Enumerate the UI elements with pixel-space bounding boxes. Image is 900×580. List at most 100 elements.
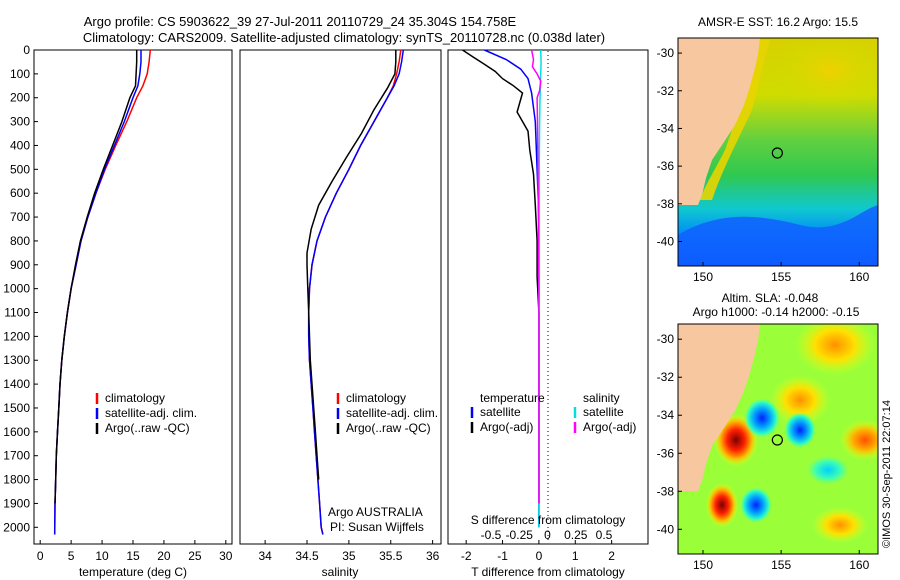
top-tick-label-1: -0.25 (506, 528, 534, 542)
salinity-panel: 34 34.5 35 35.5 36 salinity climatologysatel… (239, 49, 442, 579)
map-x-tick-label-1: 155 (771, 270, 791, 284)
sla-land (678, 324, 760, 491)
map-y-tick-label-5: -40 (657, 522, 675, 536)
map-y-tick-label-0: -30 (657, 332, 675, 346)
temperature-xticks: 0 5 10 15 20 25 30 (37, 540, 233, 563)
sla-map-frame (677, 323, 879, 555)
x-tick-label-5: 25 (188, 549, 202, 563)
map-y-tick-label-4: -38 (657, 197, 675, 211)
y-tick-label-15: 1500 (3, 401, 30, 415)
x-tick-label-1: 34.5 (295, 549, 319, 563)
map-y-tick-label-2: -34 (657, 408, 675, 422)
x-tick-label-2: 10 (95, 549, 109, 563)
salinity-difference-label: S difference from climatology (471, 513, 626, 527)
sla-map-title-line-2: Argo h1000: -0.14 h2000: -0.15 (693, 305, 860, 319)
title-line-2: Climatology: CARS2009. Satellite-adjuste… (83, 30, 605, 45)
y-tick-label-14: 1400 (3, 377, 30, 391)
top-tick-label-4: 0.5 (596, 528, 613, 542)
y-tick-label-10: 1000 (3, 282, 30, 296)
x-tick-label-3: 1 (572, 549, 579, 563)
series-line-2 (54, 50, 138, 504)
salinity-difference-ticks: -0.5 -0.25 0 0.25 0.5 (481, 528, 613, 542)
x-tick-label-3: 35.5 (379, 549, 403, 563)
series-line-1 (462, 49, 540, 504)
map-y-tick-label-5: -40 (657, 235, 675, 249)
y-tick-label-13: 1300 (3, 353, 30, 367)
map-x-tick-label-2: 160 (849, 270, 869, 284)
temperature-panel: 0 5 10 15 20 25 30 0 100 200 300 400 500 600 700 800 90… (3, 43, 233, 579)
sst-map-panel: AMSR-E SST: 16.2 Argo: 15.5 150 155 160 -30… (657, 15, 879, 284)
map-x-tick-label-0: 150 (693, 270, 713, 284)
sla-map-panel: Altim. SLA: -0.048 Argo h1000: -0.14 h20… (657, 291, 879, 572)
legend-label-0: satellite (480, 405, 521, 419)
temperature-xlabel: temperature (deg C) (79, 565, 187, 579)
legend-label-1: satellite-adj. clim. (105, 406, 197, 420)
map-y-tick-label-0: -30 (657, 46, 675, 60)
legend-title-salinity: salinity (583, 391, 620, 405)
difference-legend: temperature salinitysatelliteArgo(-adj)sa… (470, 391, 636, 434)
x-tick-label-2: 0 (536, 549, 543, 563)
legend-label-3: Argo(-adj) (583, 420, 636, 434)
top-tick-label-2: 0 (544, 528, 551, 542)
map-y-tick-label-3: -36 (657, 159, 675, 173)
x-tick-label-6: 30 (219, 549, 233, 563)
difference-xticks: -2 -1 0 1 2 (461, 540, 615, 563)
top-tick-label-0: -0.5 (481, 528, 502, 542)
y-tick-label-12: 1200 (3, 329, 30, 343)
sla-cyan-patch (806, 455, 850, 485)
y-tick-label-2: 200 (10, 91, 30, 105)
x-tick-label-0: 0 (37, 549, 44, 563)
temperature-lines (53, 49, 152, 535)
series-line-1 (307, 49, 405, 535)
x-tick-label-0: -2 (461, 549, 472, 563)
sla-yellow-centre (770, 375, 830, 425)
legend-label-0: climatology (346, 391, 406, 405)
sla-yellow-north (795, 324, 875, 375)
y-tick-label-3: 300 (10, 115, 30, 129)
sla-map-ticks: 150 155 160 -30 -32 -34 -36 -38 -40 (657, 332, 870, 572)
x-tick-label-4: 36 (426, 549, 440, 563)
sla-argo-position-marker (771, 434, 783, 446)
y-tick-label-18: 1800 (3, 473, 30, 487)
imos-timestamp: ©IMOS 30-Sep-2011 22:07:14 (881, 400, 893, 548)
sst-map-title: AMSR-E SST: 16.2 Argo: 15.5 (698, 15, 858, 29)
sla-orange-east (840, 420, 878, 460)
salinity-lines (306, 49, 405, 535)
x-tick-label-1: -1 (497, 549, 508, 563)
y-tick-label-9: 900 (10, 258, 30, 272)
sla-blue-eddy (744, 398, 780, 438)
y-tick-label-7: 700 (10, 210, 30, 224)
x-tick-label-0: 34 (258, 549, 272, 563)
legend-label-2: Argo(..raw -QC) (105, 421, 190, 435)
legend-title-temperature: temperature (480, 391, 545, 405)
series-line-3 (530, 49, 542, 504)
map-y-tick-label-3: -36 (657, 446, 675, 460)
legend-label-1: Argo(-adj) (480, 420, 533, 434)
map-y-tick-label-4: -38 (657, 484, 675, 498)
map-y-tick-label-1: -32 (657, 370, 675, 384)
map-y-tick-label-1: -32 (657, 84, 675, 98)
y-tick-label-8: 800 (10, 234, 30, 248)
difference-lines (462, 49, 542, 528)
legend-label-2: satellite (583, 405, 624, 419)
y-tick-label-17: 1700 (3, 449, 30, 463)
map-x-tick-label-0: 150 (693, 558, 713, 572)
top-tick-label-3: 0.25 (564, 528, 588, 542)
difference-panel: -2 -1 0 1 2 -0.5 -0.25 0 0.25 0.5 S difference f… (447, 49, 649, 579)
sla-map-title-line-1: Altim. SLA: -0.048 (722, 291, 819, 305)
salinity-xticks: 34 34.5 35 35.5 36 (258, 540, 440, 563)
temperature-difference-xlabel: T difference from climatology (471, 565, 625, 579)
y-tick-label-16: 1600 (3, 425, 30, 439)
y-tick-label-11: 1100 (4, 306, 30, 320)
depth-ticks: 0 100 200 300 400 500 600 700 800 900 1000 1100 1200… (3, 43, 38, 534)
salinity-axes (239, 49, 442, 545)
x-tick-label-3: 15 (126, 549, 140, 563)
y-tick-label-0: 0 (23, 43, 30, 57)
sst-map-frame (677, 37, 879, 267)
sst-cold-tongue (678, 205, 878, 266)
sst-land (678, 38, 760, 205)
y-tick-label-4: 400 (10, 138, 30, 152)
